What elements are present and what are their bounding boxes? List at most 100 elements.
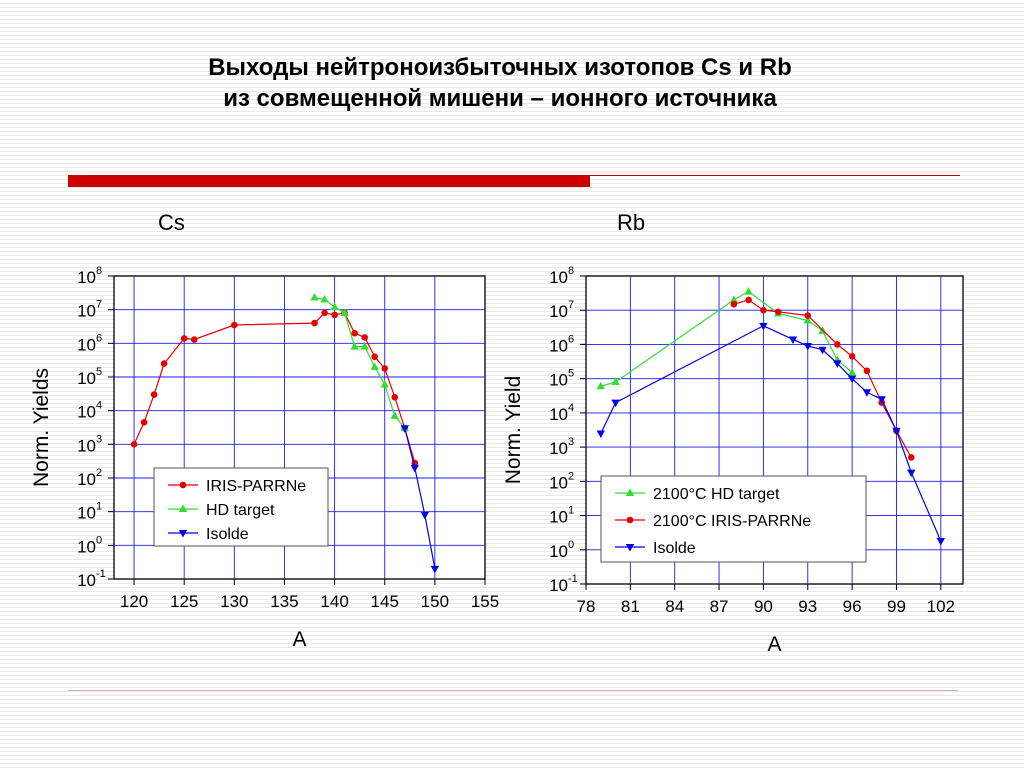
footer-rule bbox=[68, 690, 958, 691]
legend-label: Isolde bbox=[653, 540, 696, 557]
x-tick-label: 120 bbox=[120, 592, 148, 611]
data-point bbox=[862, 389, 872, 397]
data-point bbox=[340, 308, 349, 316]
legend-label: HD target bbox=[206, 502, 275, 519]
data-point bbox=[611, 377, 620, 385]
y-tick-label: 10 bbox=[77, 470, 96, 489]
data-point bbox=[892, 427, 901, 436]
data-point bbox=[321, 309, 328, 317]
legend-label: 2100°C HD target bbox=[653, 486, 780, 503]
data-point bbox=[759, 322, 768, 331]
data-point bbox=[310, 292, 319, 301]
data-point bbox=[331, 311, 338, 319]
legend-swatch-marker bbox=[179, 481, 187, 489]
x-tick-label: 150 bbox=[421, 592, 449, 611]
data-point bbox=[150, 391, 158, 398]
y-tick-exponent: 0 bbox=[568, 539, 574, 551]
y-tick-exponent: 7 bbox=[568, 299, 574, 311]
y-tick-label: 10 bbox=[77, 571, 96, 590]
series-line bbox=[314, 296, 406, 429]
y-tick-exponent: 4 bbox=[568, 402, 574, 414]
legend-swatch-marker bbox=[626, 516, 634, 524]
series-line bbox=[133, 312, 416, 464]
legend-swatch-marker bbox=[625, 488, 635, 496]
x-axis-label: A bbox=[292, 628, 306, 651]
y-tick-exponent: 1 bbox=[568, 505, 574, 517]
y-tick-exponent: 3 bbox=[96, 433, 102, 445]
y-tick-exponent: 7 bbox=[96, 299, 102, 311]
data-point bbox=[400, 425, 409, 433]
data-point bbox=[361, 334, 368, 341]
y-tick-exponent: 8 bbox=[568, 265, 574, 277]
data-point bbox=[381, 365, 389, 372]
series-line bbox=[404, 428, 436, 570]
legend-swatch-marker bbox=[625, 544, 635, 552]
y-tick-exponent: 4 bbox=[96, 400, 102, 412]
accent-rule bbox=[590, 175, 960, 176]
y-tick-label: 10 bbox=[549, 542, 568, 561]
y-tick-label: 10 bbox=[549, 371, 568, 390]
y-tick-exponent: 0 bbox=[96, 534, 102, 546]
y-tick-label: 10 bbox=[549, 508, 568, 527]
data-point bbox=[420, 511, 430, 520]
y-tick-label: 10 bbox=[77, 537, 96, 556]
data-point bbox=[907, 454, 915, 461]
data-point bbox=[818, 346, 827, 355]
data-point bbox=[834, 341, 841, 348]
y-tick-label: 10 bbox=[77, 335, 96, 354]
data-point bbox=[611, 399, 620, 408]
y-tick-exponent: 1 bbox=[96, 501, 102, 513]
data-point bbox=[391, 393, 399, 401]
legend: 2100°C HD target 2100°C IRIS-PARRNe Isolde bbox=[600, 475, 867, 563]
data-point bbox=[729, 295, 739, 303]
slide-title-line-1: Выходы нейтроноизбыточных изотопов Cs и … bbox=[208, 54, 792, 81]
accent-bar bbox=[68, 175, 590, 187]
data-point bbox=[351, 329, 358, 337]
series-1 bbox=[310, 292, 409, 432]
data-point bbox=[370, 362, 379, 370]
y-tick-exponent: 2 bbox=[96, 467, 102, 479]
data-point bbox=[863, 367, 871, 375]
y-tick-exponent: -1 bbox=[568, 573, 578, 585]
chart-title-rb: Rb bbox=[617, 210, 646, 235]
data-point bbox=[774, 308, 782, 316]
y-tick-label: 10 bbox=[77, 302, 96, 321]
data-point bbox=[847, 368, 857, 376]
legend: IRIS-PARRNe HD target Isolde bbox=[153, 467, 329, 547]
y-tick-label: 10 bbox=[77, 268, 96, 287]
y-tick-label: 10 bbox=[77, 369, 96, 388]
y-tick-exponent: 5 bbox=[96, 366, 102, 378]
y-tick-label: 10 bbox=[77, 436, 96, 455]
x-tick-label: 78 bbox=[577, 597, 596, 616]
y-tick-exponent: 3 bbox=[568, 436, 574, 448]
series-2 bbox=[400, 425, 440, 574]
y-tick-exponent: 8 bbox=[96, 265, 102, 277]
data-point bbox=[803, 343, 812, 351]
legend-label: Isolde bbox=[206, 526, 249, 543]
y-tick-label: 10 bbox=[549, 439, 568, 458]
y-axis-label: Norm. Yield bbox=[502, 376, 525, 485]
data-point bbox=[804, 312, 812, 319]
x-tick-label: 102 bbox=[927, 597, 955, 616]
legend-label: IRIS-PARRNe bbox=[206, 478, 306, 495]
slide-title-line-2: из совмещенной мишени – ионного источник… bbox=[223, 85, 777, 112]
data-point bbox=[744, 287, 753, 295]
data-point bbox=[430, 565, 440, 574]
data-point bbox=[877, 396, 886, 404]
y-tick-label: 10 bbox=[549, 268, 568, 287]
data-point bbox=[130, 441, 138, 448]
x-tick-label: 140 bbox=[320, 592, 348, 611]
x-tick-label: 81 bbox=[621, 597, 640, 616]
x-tick-label: 87 bbox=[710, 597, 729, 616]
x-tick-label: 130 bbox=[220, 592, 248, 611]
data-point bbox=[330, 302, 339, 311]
data-point bbox=[160, 360, 168, 367]
data-point bbox=[596, 430, 605, 438]
legend-label: 2100°C IRIS-PARRNe bbox=[653, 513, 811, 530]
chart-title-cs: Cs bbox=[158, 210, 185, 235]
legend-swatch-marker bbox=[178, 530, 188, 538]
data-point bbox=[180, 335, 188, 342]
data-point bbox=[745, 296, 752, 304]
x-tick-label: 99 bbox=[887, 597, 906, 616]
data-point bbox=[848, 353, 856, 360]
